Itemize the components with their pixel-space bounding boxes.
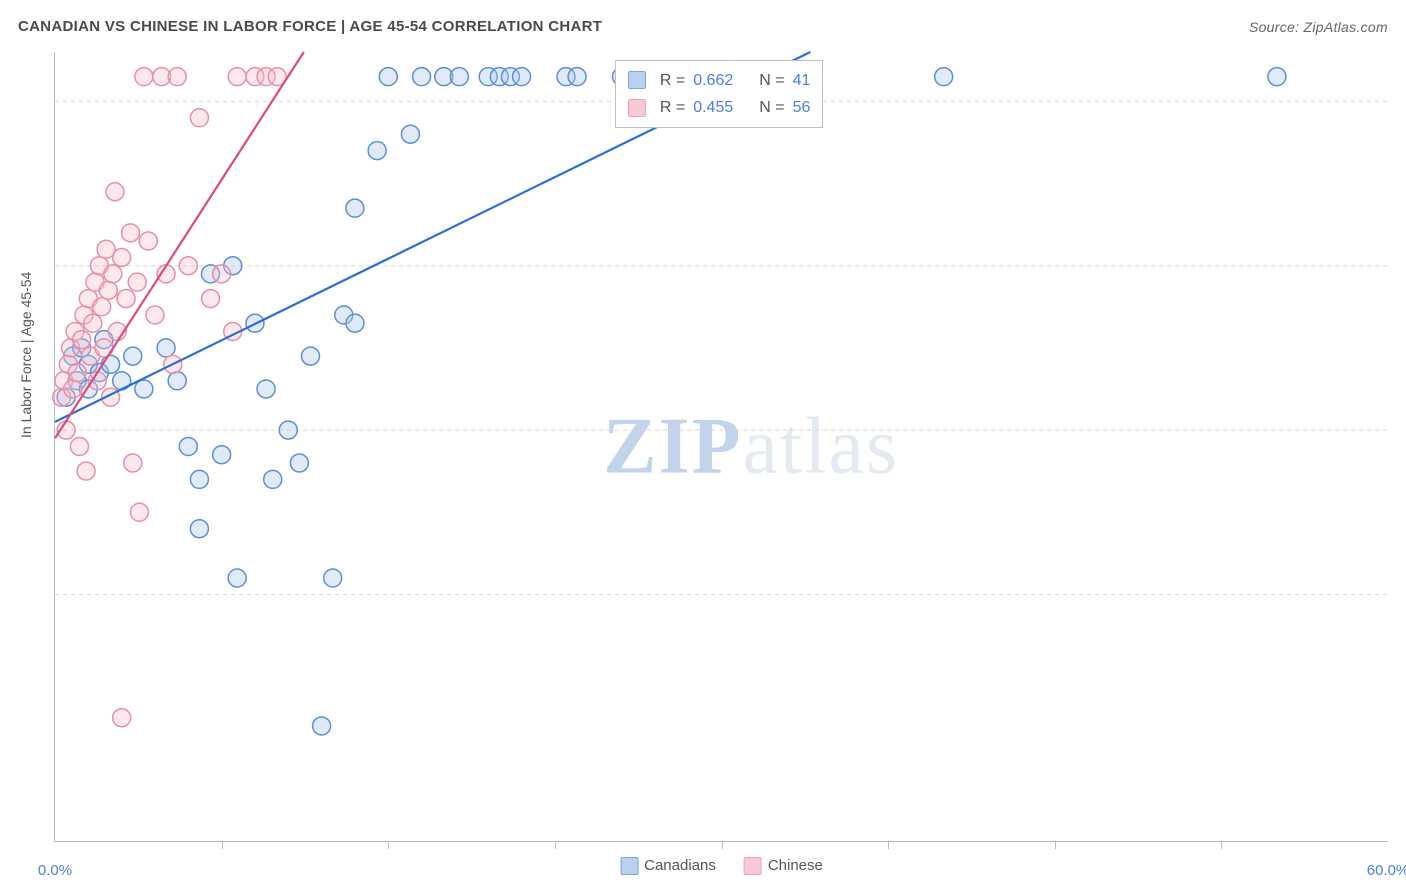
data-point [117, 290, 135, 308]
data-point [290, 454, 308, 472]
data-point [401, 125, 419, 143]
x-tick-label: 0.0% [38, 862, 72, 879]
x-tick-label: 60.0% [1367, 862, 1406, 879]
data-point [413, 68, 431, 86]
data-point [122, 224, 140, 242]
data-point [279, 421, 297, 439]
plot-area: ZIPatlas 70.0%80.0%90.0%100.0% 0.0%60.0%… [54, 52, 1388, 842]
data-point [368, 142, 386, 160]
x-tick-mark [388, 841, 389, 849]
data-point [128, 273, 146, 291]
data-point [213, 265, 231, 283]
data-point [190, 470, 208, 488]
data-point [64, 380, 82, 398]
data-point [301, 347, 319, 365]
x-tick-mark [888, 841, 889, 849]
data-point [157, 339, 175, 357]
source-label: Source: ZipAtlas.com [1249, 19, 1388, 35]
data-point [168, 68, 186, 86]
data-point [935, 68, 953, 86]
data-point [99, 281, 117, 299]
title-bar: CANADIAN VS CHINESE IN LABOR FORCE | AGE… [18, 18, 1388, 35]
data-point [124, 454, 142, 472]
x-tick-mark [555, 841, 556, 849]
data-point [73, 331, 91, 349]
data-point [113, 248, 131, 266]
y-axis-label: In Labor Force | Age 45-54 [18, 272, 34, 438]
data-point [450, 68, 468, 86]
data-point [513, 68, 531, 86]
data-point [104, 265, 122, 283]
data-point [379, 68, 397, 86]
data-point [179, 438, 197, 456]
legend-swatch [628, 99, 646, 117]
data-point [228, 569, 246, 587]
legend-swatch [620, 857, 638, 875]
data-point [102, 355, 120, 373]
data-point [190, 109, 208, 127]
data-point [179, 257, 197, 275]
data-point [324, 569, 342, 587]
data-point [168, 372, 186, 390]
data-point [1268, 68, 1286, 86]
data-point [70, 438, 88, 456]
data-point [139, 232, 157, 250]
data-point [84, 314, 102, 332]
data-point [202, 290, 220, 308]
series-legend: Canadians Chinese [620, 857, 823, 875]
data-point [346, 199, 364, 217]
data-point [93, 298, 111, 316]
x-tick-mark [1055, 841, 1056, 849]
legend-swatch [744, 857, 762, 875]
chart-title: CANADIAN VS CHINESE IN LABOR FORCE | AGE… [18, 18, 602, 35]
data-point [130, 503, 148, 521]
data-point [257, 380, 275, 398]
x-tick-mark [1221, 841, 1222, 849]
data-point [213, 446, 231, 464]
legend-item: Canadians [620, 857, 716, 875]
legend-item: Chinese [744, 857, 823, 875]
data-point [313, 717, 331, 735]
data-point [113, 709, 131, 727]
data-point [135, 380, 153, 398]
legend-row: R = 0.662N = 41 [628, 67, 811, 94]
legend-swatch [628, 71, 646, 89]
data-point [228, 68, 246, 86]
x-tick-mark [222, 841, 223, 849]
data-point [106, 183, 124, 201]
data-point [135, 68, 153, 86]
data-point [568, 68, 586, 86]
data-point [190, 520, 208, 538]
data-point [124, 347, 142, 365]
x-tick-mark [722, 841, 723, 849]
data-point [146, 306, 164, 324]
data-point [77, 462, 95, 480]
correlation-legend: R = 0.662N = 41R = 0.455N = 56 [615, 60, 824, 128]
data-point [68, 364, 86, 382]
scatter-chart [55, 52, 1388, 841]
data-point [264, 470, 282, 488]
data-point [346, 314, 364, 332]
legend-row: R = 0.455N = 56 [628, 94, 811, 121]
